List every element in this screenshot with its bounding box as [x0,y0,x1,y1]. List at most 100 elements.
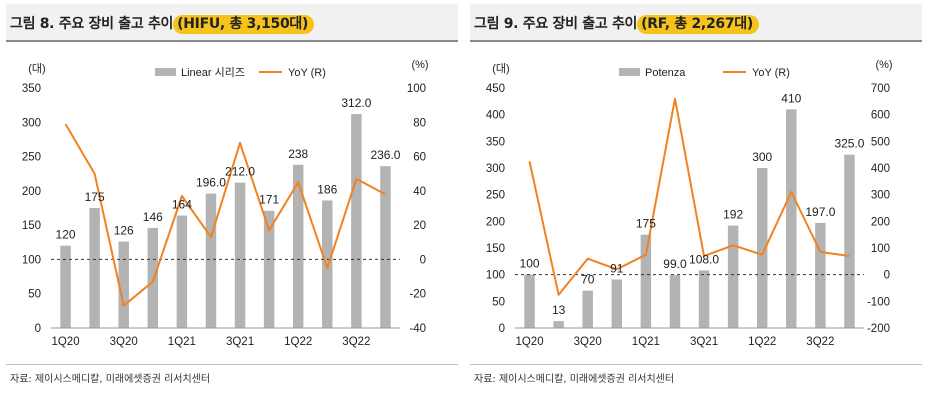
bar-value-label: 325.0 [834,137,864,151]
bar-value-label: 100 [520,257,540,271]
figure-title-prefix: 그림 8. 주요 장비 출고 추이 [10,16,174,32]
y-tick-label: 250 [22,152,41,164]
x-tick-label: 1Q21 [168,336,196,348]
bar-value-label: 186 [317,182,337,196]
y-tick-label: 150 [486,243,505,255]
bar-4Q20 [611,279,623,328]
y-axis-label: (대) [28,62,45,75]
y2-tick-label: 400 [871,163,890,175]
bar-value-label: 164 [172,198,192,212]
bar-value-label: 120 [56,228,76,242]
bar-2Q21 [669,275,681,328]
y-tick-label: 400 [486,110,505,122]
x-tick-label: 3Q20 [110,336,138,348]
y-tick-label: 100 [22,254,41,266]
bar-value-label: 146 [143,210,163,224]
panel-rf: 그림 9. 주요 장비 출고 추이 (RF, 총 2,267대) (대) (%) Po… [470,0,928,410]
y-tick-label: 450 [486,83,505,95]
figure-title: 그림 8. 주요 장비 출고 추이 (HIFU, 총 3,150대) [10,13,315,34]
title-bar: 그림 9. 주요 장비 출고 추이 (RF, 총 2,267대) [470,4,922,42]
x-tick-label: 1Q20 [515,336,543,348]
legend-line-label: YoY (R) [288,67,326,79]
y-tick-label: 0 [499,323,505,335]
x-tick-label: 3Q22 [342,336,370,348]
bar-value-label: 171 [259,193,279,207]
x-tick-label: 1Q20 [51,336,79,348]
y-tick-label: 250 [486,190,505,202]
bar-value-label: 192 [723,208,743,222]
x-tick-label: 3Q21 [690,336,718,348]
bar-4Q22 [380,166,391,328]
y2-tick-label: -200 [867,323,890,335]
bar-2Q22 [786,109,797,328]
figure-title-highlight: (RF, 총 2,267대) [637,15,759,34]
y-tick-label: 50 [492,296,505,308]
bar-value-label: 410 [781,91,801,105]
y2-tick-label: 500 [871,136,890,148]
y2-tick-label: 0 [420,254,426,266]
y2-tick-label: 60 [413,152,426,164]
y2-tick-label: 80 [413,117,426,129]
y2-tick-label: 100 [407,83,426,95]
y-tick-label: 50 [28,289,41,301]
bar-1Q22 [756,168,768,328]
legend-bar-label: Linear 시리즈 [181,66,245,79]
hifu-chart: (대) (%)Linear 시리즈 YoY (R)05010015020025030… [22,59,429,348]
y2-tick-label: -40 [409,323,426,335]
y-tick-label: 200 [486,216,505,228]
legend-line-label: YoY (R) [752,67,790,79]
y2-tick-label: 40 [413,186,426,198]
bar-4Q21 [263,210,275,328]
y2-tick-label: 300 [871,190,890,202]
y-tick-label: 300 [22,117,41,129]
x-tick-label: 3Q21 [226,336,254,348]
bar-value-label: 196.0 [196,176,226,190]
y2-tick-label: -20 [409,289,426,301]
bar-value-label: 300 [752,150,772,164]
title-bar: 그림 8. 주요 장비 출고 추이 (HIFU, 총 3,150대) [6,4,458,42]
bar-1Q20 [524,274,535,328]
source-note: 자료: 제이시스메디칼, 미래에셋증권 리서치센터 [474,374,675,385]
y2-axis-label: (%) [875,59,892,71]
bar-3Q20 [118,241,129,328]
bar-1Q21 [176,215,188,328]
y-tick-label: 200 [22,186,41,198]
bar-value-label: 99.0 [663,257,687,271]
rf-chart: (대) (%) Potenza YoY (R) 0 50 100 150 200 250 300 35… [486,59,893,348]
bar-3Q21 [698,270,710,328]
bar-2Q22 [322,200,333,328]
bar-2Q21 [205,193,217,328]
bar-value-label: 312.0 [341,96,371,110]
y-axis-label: (대) [492,62,509,75]
yoy-line [64,123,386,307]
bar-value-label: 91 [610,261,624,275]
bar-value-label: 126 [114,224,134,238]
divider [470,364,922,365]
bar-3Q21 [234,182,246,328]
bar-value-label: 236.0 [370,148,400,162]
bar-1Q22 [292,164,304,328]
y2-tick-label: 700 [871,83,890,95]
x-tick-label: 1Q22 [284,336,312,348]
figure-title: 그림 9. 주요 장비 출고 추이 (RF, 총 2,267대) [474,13,759,34]
bar-2Q20 [89,208,100,328]
legend-bar-label: Potenza [645,67,686,79]
figure-title-prefix: 그림 9. 주요 장비 출고 추이 [474,16,638,32]
y2-tick-label: 200 [871,216,890,228]
bar-value-label: 70 [581,273,595,287]
bar-3Q22 [815,222,826,328]
bar-4Q21 [727,225,739,328]
y2-tick-label: 100 [871,243,890,255]
x-tick-label: 1Q22 [748,336,776,348]
y2-tick-label: 0 [884,270,890,282]
yoy-line [528,97,850,296]
bar-3Q20 [582,290,593,328]
y2-tick-label: -100 [867,296,890,308]
y2-axis-label: (%) [411,59,428,71]
y-tick-label: 100 [486,270,505,282]
legend-bar-swatch [155,68,176,76]
bar-4Q20 [147,227,159,328]
panel-hifu: 그림 8. 주요 장비 출고 추이 (HIFU, 총 3,150대) (대) (%)… [6,0,464,410]
x-tick-label: 1Q21 [632,336,660,348]
bar-value-label: 175 [85,190,105,204]
